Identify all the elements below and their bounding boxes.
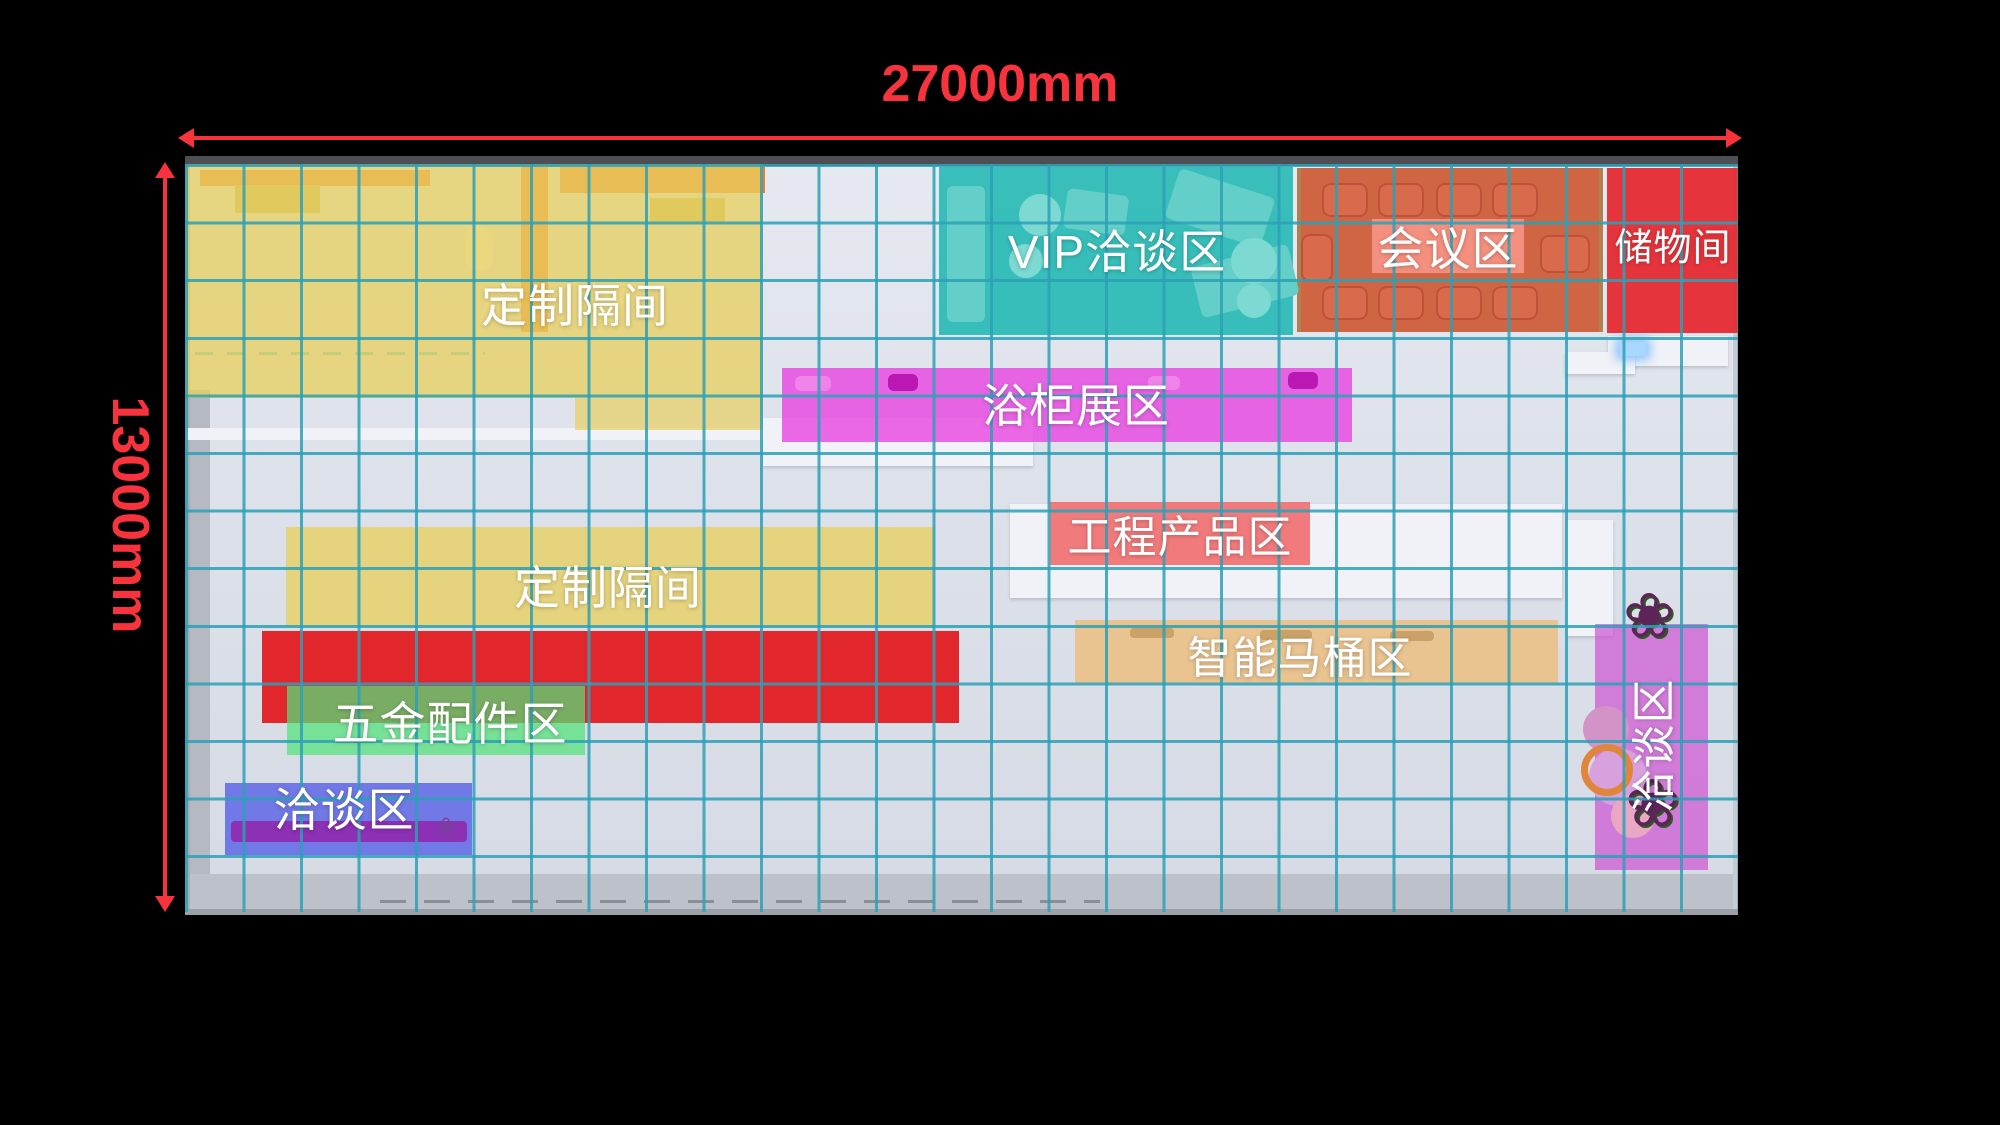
zone-label-custom-partition-top: 定制隔间 <box>481 280 669 332</box>
arrowhead-left-icon <box>178 128 194 148</box>
chair <box>1492 286 1538 320</box>
wall-bottom <box>185 909 1738 915</box>
floor-dashes <box>380 900 1100 903</box>
zone-label-engineering: 工程产品区 <box>1067 513 1293 562</box>
chair <box>1436 183 1482 217</box>
flower-icon: ❀ <box>435 812 457 842</box>
zone-custom-partition-top-ext <box>575 398 763 430</box>
zone-label-vip: VIP洽谈区 <box>1007 226 1227 278</box>
wall-top <box>185 156 1738 166</box>
chair <box>1378 286 1424 320</box>
arrowhead-up-icon <box>155 162 175 178</box>
chair <box>1540 235 1590 273</box>
zone-label-negotiation-left: 洽谈区 <box>273 784 415 836</box>
zone-label-vanity: 浴柜展区 <box>982 380 1170 432</box>
toilet-display <box>1130 628 1174 638</box>
width-dimension-label: 27000mm <box>881 55 1119 113</box>
zone-custom-partition-top <box>186 164 763 398</box>
chair <box>1378 183 1424 217</box>
width-dimension-line <box>186 136 1733 140</box>
sink <box>795 376 831 391</box>
side-table <box>1231 238 1277 284</box>
sink <box>1288 372 1318 389</box>
height-dimension-line <box>163 169 167 902</box>
arrowhead-right-icon <box>1726 128 1742 148</box>
display-block <box>1567 520 1613 636</box>
flower-icon: ❀ <box>1623 582 1675 651</box>
floor-shading-left <box>188 390 210 910</box>
chair <box>1492 183 1538 217</box>
zone-label-storage: 储物间 <box>1614 227 1732 270</box>
zone-label-smart-toilet: 智能马桶区 <box>1187 634 1413 683</box>
floorplan-render: ❀ ❀ ❀ 定制隔间 VIP洽谈区 会议区 储物间 浴柜展区 工程产品区 定制隔… <box>185 156 1738 915</box>
sofa <box>947 186 985 322</box>
chair <box>1301 234 1333 282</box>
side-table <box>1237 284 1271 318</box>
zone-label-custom-partition-mid: 定制隔间 <box>514 562 702 614</box>
chair <box>1322 286 1368 320</box>
chair <box>1322 183 1368 217</box>
sink <box>888 374 918 391</box>
zone-label-hardware: 五金配件区 <box>332 698 568 750</box>
zone-label-meeting: 会议区 <box>1377 223 1519 275</box>
arrowhead-down-icon <box>155 896 175 912</box>
zone-label-negotiation-right: 洽谈区 <box>1630 678 1679 814</box>
chair <box>1436 286 1482 320</box>
light-fixture <box>1620 342 1646 356</box>
height-dimension-label: 13000mm <box>101 396 159 634</box>
floor-shading-bottom <box>188 874 1735 910</box>
